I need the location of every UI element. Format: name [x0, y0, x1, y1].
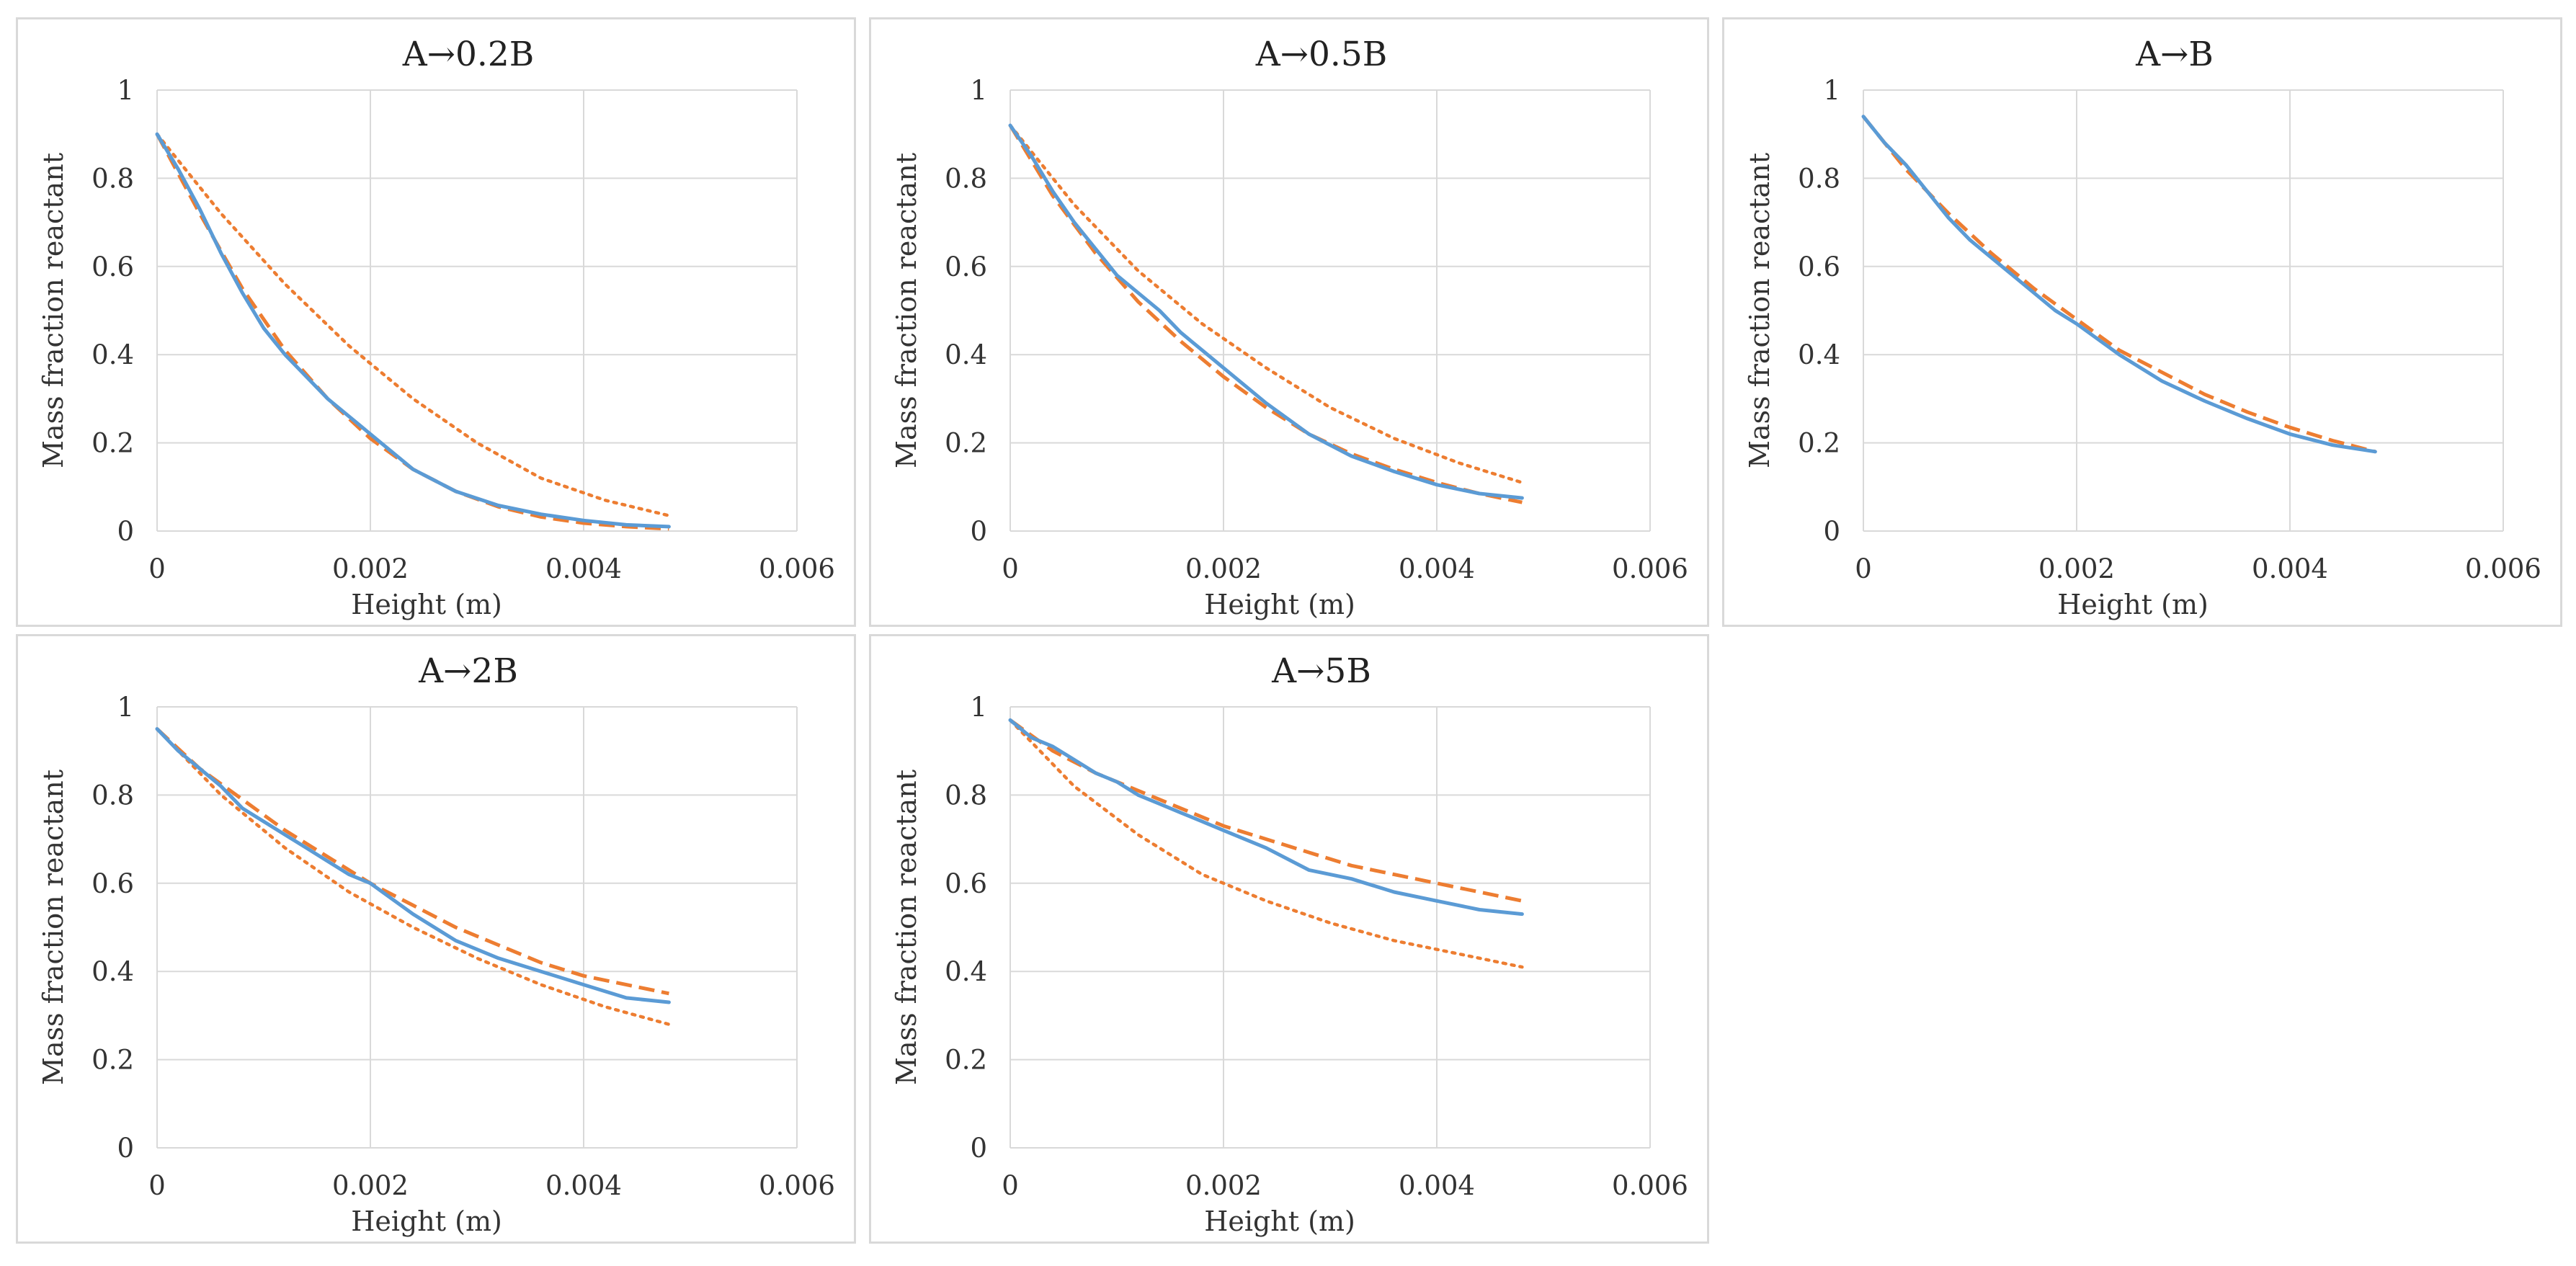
- chart-svg: A→B 0 0.2 0.4 0.6 0.8 1 0 0.002 0.004 0.006 Height …: [1744, 35, 2541, 620]
- x-axis-label: Height (m): [1204, 1205, 1355, 1237]
- y-tick-label: 0.4: [945, 339, 987, 370]
- x-tick-label: 0.002: [2038, 553, 2115, 584]
- y-tick-label: 0.2: [92, 428, 134, 459]
- series-line-solid: [1861, 115, 2377, 454]
- y-tick-label: 0.8: [92, 780, 134, 811]
- x-tick-label: 0.002: [1185, 1170, 1262, 1201]
- y-tick-label: 0: [970, 516, 987, 547]
- y-tick-label: 0.2: [1798, 428, 1840, 459]
- y-axis-label: Mass fraction reactant: [1744, 153, 1775, 468]
- x-tick-label: 0.006: [1612, 1170, 1688, 1201]
- x-axis-label: Height (m): [351, 589, 502, 620]
- y-tick-label: 0.8: [1798, 163, 1840, 194]
- chart-title: A→2B: [418, 651, 518, 691]
- series-line-dotted: [155, 727, 671, 1026]
- chart-title: A→0.5B: [1255, 35, 1388, 74]
- x-tick-label: 0.004: [1399, 553, 1475, 584]
- chart-svg: A→2B 0 0.2 0.4 0.6 0.8 1 0 0.002 0.004 0.006 Height…: [37, 651, 835, 1237]
- chart-title: A→0.2B: [402, 35, 535, 74]
- x-tick-label: 0.002: [332, 553, 409, 584]
- series-line-solid: [155, 132, 671, 529]
- y-tick-label: 0: [1823, 516, 1840, 547]
- chart-panel: A→0.2B 0 0.2 0.4 0.6 0.8 1 0 0.002 0.004 0.006 Heig…: [16, 17, 856, 627]
- y-tick-label: 0.8: [945, 780, 987, 811]
- chart-svg: A→5B 0 0.2 0.4 0.6 0.8 1 0 0.002 0.004 0.006 Height…: [891, 651, 1688, 1237]
- chart-panel: A→5B 0 0.2 0.4 0.6 0.8 1 0 0.002 0.004 0.006 Height…: [869, 634, 1709, 1244]
- series-line-solid: [1008, 718, 1524, 917]
- x-tick-label: 0: [148, 1170, 166, 1201]
- y-tick-label: 1: [970, 75, 987, 106]
- y-axis-label: Mass fraction reactant: [37, 770, 69, 1085]
- chart-title: A→5B: [1271, 651, 1371, 691]
- y-tick-label: 0.6: [945, 868, 987, 899]
- y-tick-label: 1: [117, 692, 134, 723]
- y-tick-label: 0.6: [1798, 251, 1840, 282]
- y-tick-label: 0.4: [92, 339, 134, 370]
- x-tick-label: 0: [1855, 553, 1872, 584]
- y-tick-label: 0: [117, 516, 134, 547]
- y-axis-label: Mass fraction reactant: [37, 153, 69, 468]
- y-tick-label: 0.8: [945, 163, 987, 194]
- x-tick-label: 0.006: [759, 1170, 835, 1201]
- series-line-dotted: [155, 132, 671, 517]
- y-tick-label: 1: [970, 692, 987, 723]
- x-tick-label: 0.002: [1185, 553, 1262, 584]
- x-tick-label: 0.002: [332, 1170, 409, 1201]
- chart-svg: A→0.2B 0 0.2 0.4 0.6 0.8 1 0 0.002 0.004 0.006 Heig…: [37, 35, 835, 620]
- y-tick-label: 0.6: [92, 868, 134, 899]
- x-axis-label: Height (m): [2057, 589, 2209, 620]
- chart-panel: A→0.5B 0 0.2 0.4 0.6 0.8 1 0 0.002 0.004 0.006 Heig…: [869, 17, 1709, 627]
- y-tick-label: 0.4: [945, 956, 987, 987]
- series-line-dashed: [156, 727, 669, 996]
- x-tick-label: 0: [1002, 1170, 1019, 1201]
- series-line-solid: [155, 727, 671, 1004]
- series-line-dotted: [1008, 718, 1524, 969]
- x-tick-label: 0.006: [1612, 553, 1688, 584]
- series-line-dashed: [1009, 718, 1523, 903]
- y-tick-label: 0.4: [1798, 339, 1840, 370]
- series-line-dashed: [1008, 124, 1523, 504]
- y-tick-label: 1: [1823, 75, 1840, 106]
- y-axis-label: Mass fraction reactant: [891, 770, 922, 1085]
- series-line-dotted: [1008, 123, 1524, 484]
- x-tick-label: 0: [148, 553, 166, 584]
- x-tick-label: 0.004: [2252, 553, 2328, 584]
- y-tick-label: 0.8: [92, 163, 134, 194]
- y-tick-label: 0: [970, 1133, 987, 1164]
- chart-panel: A→2B 0 0.2 0.4 0.6 0.8 1 0 0.002 0.004 0.006 Height…: [16, 634, 856, 1244]
- x-axis-label: Height (m): [1204, 589, 1355, 620]
- y-tick-label: 0.6: [92, 251, 134, 282]
- x-tick-label: 0.004: [1399, 1170, 1475, 1201]
- x-axis-label: Height (m): [351, 1205, 502, 1237]
- x-tick-label: 0.004: [545, 1170, 622, 1201]
- x-tick-label: 0.006: [2465, 553, 2541, 584]
- y-tick-label: 0.4: [92, 956, 134, 987]
- y-tick-label: 0.6: [945, 251, 987, 282]
- chart-title: A→B: [2135, 35, 2214, 74]
- y-axis-label: Mass fraction reactant: [891, 153, 922, 468]
- x-tick-label: 0.004: [545, 553, 622, 584]
- y-tick-label: 0.2: [945, 428, 987, 459]
- y-tick-label: 1: [117, 75, 134, 106]
- series-line-solid: [1008, 123, 1524, 500]
- y-tick-label: 0.2: [945, 1045, 987, 1076]
- x-tick-label: 0.006: [759, 553, 835, 584]
- y-tick-label: 0: [117, 1133, 134, 1164]
- series-line-dashed: [1862, 115, 2376, 454]
- x-tick-label: 0: [1002, 553, 1019, 584]
- chart-panel: A→B 0 0.2 0.4 0.6 0.8 1 0 0.002 0.004 0.006 Height …: [1722, 17, 2562, 627]
- chart-svg: A→0.5B 0 0.2 0.4 0.6 0.8 1 0 0.002 0.004 0.006 Heig…: [891, 35, 1688, 620]
- y-tick-label: 0.2: [92, 1045, 134, 1076]
